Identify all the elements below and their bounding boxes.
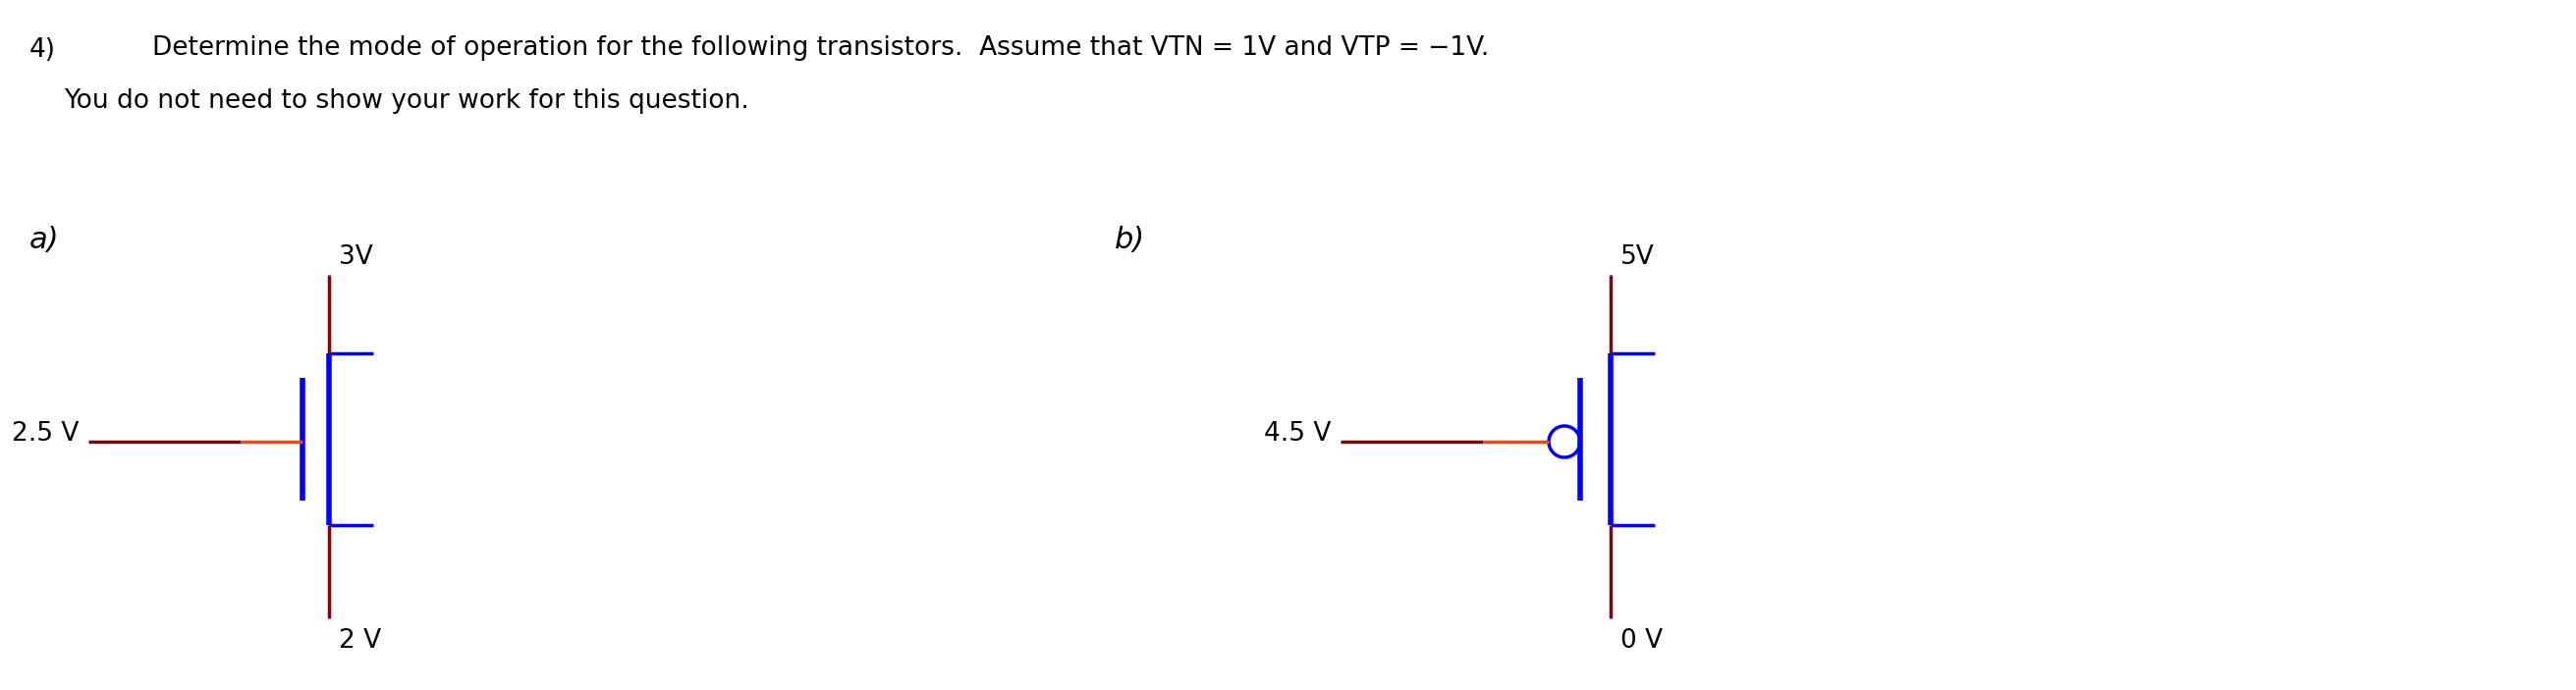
- Text: 4): 4): [28, 37, 57, 63]
- Text: 0 V: 0 V: [1620, 628, 1662, 653]
- Text: You do not need to show your work for this question.: You do not need to show your work for th…: [64, 88, 750, 114]
- Text: 2 V: 2 V: [340, 628, 381, 653]
- Text: a): a): [28, 226, 59, 254]
- Text: 5V: 5V: [1620, 244, 1654, 270]
- Text: b): b): [1115, 226, 1146, 254]
- Text: 2.5 V: 2.5 V: [10, 421, 77, 446]
- Text: 3V: 3V: [340, 244, 374, 270]
- Text: Determine the mode of operation for the following transistors.  Assume that VTN : Determine the mode of operation for the …: [152, 35, 1489, 61]
- Text: 4.5 V: 4.5 V: [1265, 421, 1332, 446]
